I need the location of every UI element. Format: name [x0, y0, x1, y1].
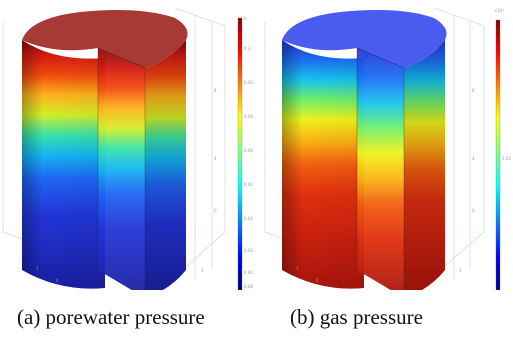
svg-text:1: 1 [201, 268, 204, 273]
colorbar-tick: 1.02 [502, 156, 511, 161]
cylinder-porewater [22, 10, 188, 290]
svg-text:4: 4 [214, 156, 217, 161]
axis-ticks-a: 1 0 8 4 0 1 [36, 88, 217, 283]
colorbar-porewater: 0 0.2 0.05 0.04 0.06 0.04 0.04 0.05 0.04… [237, 16, 253, 290]
svg-text:4: 4 [472, 156, 475, 161]
svg-text:1: 1 [36, 266, 39, 271]
colorbar-tick: 0.04 [244, 114, 253, 119]
svg-text:1: 1 [296, 266, 299, 271]
colorbar-gas: ×10³ 1.02 [494, 8, 511, 290]
svg-text:0: 0 [472, 208, 475, 213]
colorbar-tick: 0.04 [244, 182, 253, 187]
svg-text:0: 0 [214, 208, 217, 213]
colorbar-top-label: 0 [244, 16, 247, 21]
svg-text:0: 0 [316, 278, 319, 283]
panel-gas-pressure: 1 0 8 4 0 1 ×10³ 1.02 [262, 0, 513, 290]
gas-pressure-plot: 1 0 8 4 0 1 ×10³ 1.02 [264, 7, 511, 290]
svg-text:0: 0 [56, 278, 59, 283]
svg-text:8: 8 [214, 88, 217, 93]
colorbar-tick: 0.05 [244, 80, 253, 85]
colorbar-tick: 0.2 [244, 46, 251, 51]
panel-porewater-pressure: 1 0 8 4 0 1 0 0.2 0.05 0.04 0.06 0.04 0.… [0, 0, 257, 290]
colorbar-tick: 0.05 [244, 248, 253, 253]
porewater-pressure-plot: 1 0 8 4 0 1 0 0.2 0.05 0.04 0.06 0.04 0.… [2, 7, 253, 290]
colorbar-tick: 0.08 [244, 284, 253, 289]
cylinder-gas [282, 10, 447, 290]
svg-text:1: 1 [459, 268, 462, 273]
colorbar-tick: 0.04 [244, 270, 253, 275]
colorbar-tick: 0.06 [244, 148, 253, 153]
axis-ticks-b: 1 0 8 4 0 1 [296, 88, 475, 283]
svg-text:8: 8 [472, 88, 475, 93]
colorbar-exponent: ×10³ [494, 8, 504, 13]
caption-gas-pressure: (b) gas pressure [290, 305, 423, 329]
colorbar-tick: 0.04 [244, 216, 253, 221]
caption-porewater-pressure: (a) porewater pressure [17, 305, 205, 329]
